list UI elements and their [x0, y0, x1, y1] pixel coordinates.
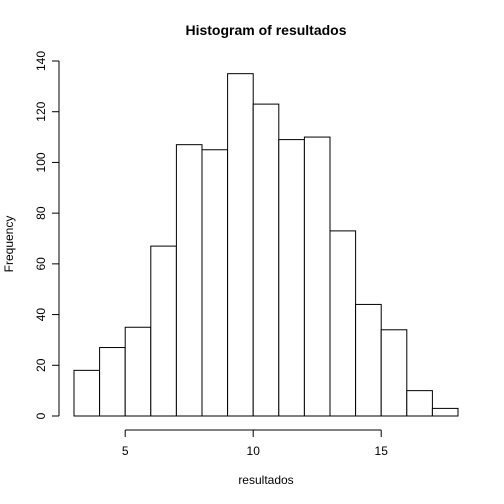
x-axis: 5 10 15: [122, 429, 389, 458]
histogram-bar: [329, 230, 357, 417]
chart-title: Histogram of resultados: [185, 22, 346, 38]
y-tick-label: 100: [34, 152, 48, 172]
histogram-bar: [227, 73, 254, 417]
histogram-bar: [406, 390, 433, 417]
x-axis-label: resultados: [238, 473, 293, 487]
y-tick-label: 60: [34, 257, 48, 271]
x-tick-label: 10: [247, 444, 261, 458]
y-tick-label: 140: [34, 51, 48, 71]
histogram-bar: [124, 326, 152, 417]
histogram-bar: [380, 329, 408, 417]
y-axis-label: Frequency: [2, 216, 16, 273]
y-tick-label: 120: [34, 101, 48, 121]
histogram-bar: [150, 245, 177, 417]
histogram-bar: [355, 303, 382, 417]
histogram-bar: [431, 407, 459, 417]
y-tick-label: 80: [34, 206, 48, 220]
y-tick-label: 40: [34, 308, 48, 322]
histogram-bar: [303, 136, 331, 417]
histogram-bar: [201, 149, 229, 417]
histogram-bar: [252, 103, 280, 417]
y-tick-label: 0: [34, 412, 48, 419]
y-tick-label: 20: [34, 358, 48, 372]
x-tick-label: 5: [122, 444, 129, 458]
histogram-bar: [73, 369, 101, 417]
histogram-bar: [175, 144, 203, 417]
histogram-bar: [278, 139, 305, 417]
x-tick-label: 15: [375, 444, 389, 458]
histogram-bar: [99, 347, 126, 417]
y-axis: 0 20 40 60 80 100 120 140: [34, 51, 60, 419]
bars: [73, 73, 459, 417]
